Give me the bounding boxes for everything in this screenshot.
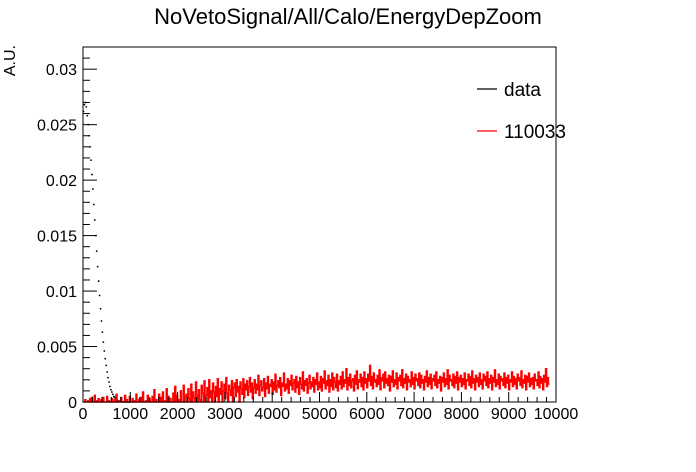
data-point [100, 320, 103, 322]
data-point [102, 341, 105, 343]
x-tick-label: 7000 [396, 406, 432, 423]
data-point [110, 391, 113, 393]
data-point [92, 188, 94, 190]
data-point [108, 381, 110, 383]
y-tick-label: 0.02 [46, 173, 77, 190]
y-axis-label: A.U. [2, 45, 19, 76]
data-point [101, 331, 104, 334]
legend: data 110033 [477, 80, 566, 143]
x-tick-label: 3000 [207, 406, 243, 423]
x-tick-label: 2000 [160, 406, 196, 423]
x-tick-label: 8000 [444, 406, 480, 423]
y-tick-label: 0.03 [46, 62, 77, 79]
x-tick-label: 1000 [113, 406, 149, 423]
data-point [86, 114, 89, 117]
y-tick-label: 0.025 [37, 118, 77, 135]
legend-label-110033: 110033 [504, 122, 566, 143]
data-point [85, 106, 88, 108]
data-point [83, 103, 86, 106]
series-layer [82, 101, 550, 403]
data-point [104, 357, 107, 360]
x-tick-label: 9000 [491, 406, 527, 423]
data-point [103, 350, 106, 352]
data-point [106, 371, 109, 373]
data-point [95, 250, 98, 253]
data-point [99, 307, 102, 310]
data-point [107, 376, 109, 379]
data-point [105, 364, 108, 367]
x-tick-label: 4000 [254, 406, 290, 423]
x-tick-label: 5000 [302, 406, 338, 423]
data-point [97, 280, 100, 282]
legend-label-data: data [504, 80, 541, 101]
chart-title: NoVetoSignal/All/Calo/EnergyDepZoom [154, 4, 542, 29]
x-tick-label: 0 [79, 406, 88, 423]
data-point [92, 203, 95, 206]
data-point [109, 385, 111, 388]
y-tick-label: 0 [68, 395, 77, 412]
data-point [96, 265, 99, 268]
y-tick-label: 0.01 [46, 284, 77, 301]
data-point [98, 294, 101, 297]
series-110033 [83, 364, 550, 403]
x-tick-label: 10000 [534, 406, 579, 423]
plot-frame [82, 46, 557, 403]
data-point [90, 159, 92, 162]
y-tick-label: 0.015 [37, 229, 77, 246]
y-tick-label: 0.005 [37, 340, 77, 357]
data-point [93, 219, 96, 221]
data-point [91, 173, 93, 176]
axes-layer: 0 1000 2000 3000 4000 5000 6000 7000 8000 9000 100… [37, 46, 579, 423]
series-line-110033 [83, 364, 550, 403]
x-tick-label: 6000 [349, 406, 385, 423]
data-point [110, 388, 112, 391]
data-point [111, 393, 114, 396]
